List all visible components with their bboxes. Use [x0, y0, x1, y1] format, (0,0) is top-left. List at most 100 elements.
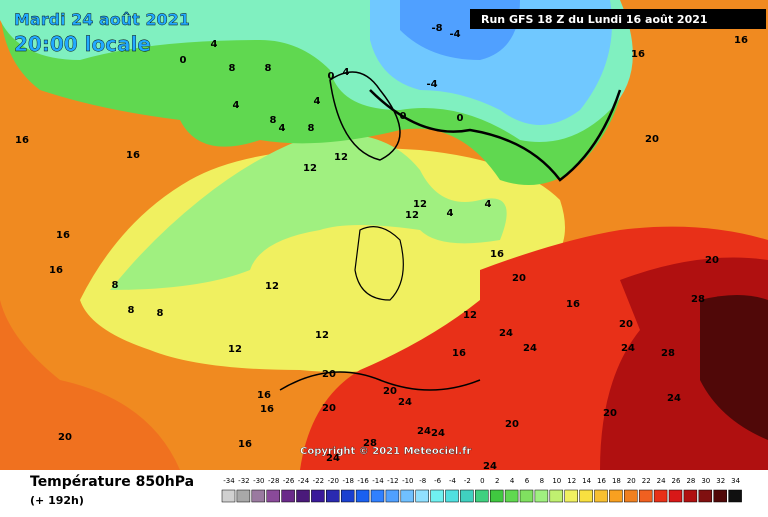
scale-swatch [236, 489, 251, 503]
contour-label: -4 [426, 79, 437, 90]
contour-label: 28 [661, 348, 675, 359]
contour-label: 20 [505, 419, 519, 430]
scale-label: 4 [510, 477, 515, 485]
contour-label: 0 [328, 71, 335, 82]
scale-swatch [609, 489, 623, 503]
scale-label: -28 [268, 477, 279, 485]
contour-label: 20 [383, 386, 397, 397]
contour-label: 4 [485, 199, 492, 210]
contour-label: 16 [452, 348, 466, 359]
contour-label: 24 [621, 343, 635, 354]
scale-swatch [549, 489, 564, 503]
scale-label: -6 [434, 477, 442, 485]
contour-label: 4 [314, 96, 321, 107]
time-label: 20:00 locale [14, 32, 151, 56]
contour-label: 20 [603, 408, 617, 419]
scale-swatch [326, 489, 340, 503]
contour-label: 20 [322, 369, 336, 380]
scale-swatch [713, 489, 727, 503]
contour-label: 0 [180, 55, 187, 66]
scale-label: -16 [357, 477, 369, 485]
scale-label: -22 [313, 477, 324, 485]
contour-label: 20 [322, 403, 336, 414]
contour-label: 12 [265, 281, 279, 292]
contour-label: 16 [126, 150, 140, 161]
scale-label: -8 [419, 477, 426, 485]
contour-label: 16 [49, 265, 63, 276]
contour-label: 12 [334, 152, 348, 163]
scale-swatch [400, 489, 415, 503]
scale-swatch [221, 489, 236, 503]
contour-label: 8 [308, 123, 315, 134]
lead-time: (+ 192h) [30, 494, 84, 507]
scale-label: 24 [657, 477, 666, 485]
contour-label: 24 [431, 428, 445, 439]
scale-swatch [504, 489, 519, 503]
scale-swatch [653, 489, 668, 503]
scale-label: 34 [731, 477, 740, 485]
contour-label: 8 [112, 280, 119, 291]
contour-label: 12 [463, 310, 477, 321]
contour-label: 28 [691, 294, 705, 305]
scale-swatch [519, 489, 534, 503]
scale-swatch [311, 489, 325, 503]
contour-label: 24 [499, 328, 513, 339]
contour-label: 8 [265, 63, 272, 74]
scale-label: -4 [449, 477, 457, 485]
contour-label: 0 [400, 111, 407, 122]
scale-label: 2 [495, 477, 499, 485]
contour-label: 24 [523, 343, 537, 354]
copyright: Copyright © 2021 Meteociel.fr [300, 446, 471, 457]
run-label: Run GFS 18 Z du Lundi 16 août 2021 [481, 13, 708, 26]
scale-swatch [489, 489, 504, 503]
contour-label: 8 [229, 63, 236, 74]
scale-label: -14 [372, 477, 384, 485]
scale-label: -32 [238, 477, 249, 485]
contour-label: 20 [58, 432, 72, 443]
scale-label: 20 [627, 477, 636, 485]
scale-label: 32 [716, 477, 725, 485]
scale-swatch [385, 489, 400, 503]
scale-label: 16 [597, 477, 606, 485]
scale-label: -10 [402, 477, 413, 485]
contour-label: 4 [447, 208, 454, 219]
contour-label: 16 [56, 230, 70, 241]
contour-label: 8 [157, 308, 164, 319]
contour-label: 16 [734, 35, 748, 46]
contour-label: 12 [315, 330, 329, 341]
scale-swatch [728, 489, 742, 503]
contour-label: 12 [405, 210, 419, 221]
contour-label: 28 [363, 438, 377, 449]
contour-label: 16 [260, 404, 274, 415]
contour-label: 0 [457, 113, 464, 124]
scale-label: 28 [686, 477, 695, 485]
contour-label: 4 [343, 67, 350, 78]
date-label: Mardi 24 août 2021 [14, 10, 190, 29]
contour-label: 16 [566, 299, 580, 310]
contour-label: 8 [270, 115, 277, 126]
scale-swatch [430, 489, 444, 503]
scale-label: 14 [582, 477, 591, 485]
contour-label: 4 [211, 39, 218, 50]
contour-label: 12 [228, 344, 242, 355]
scale-swatch [281, 489, 295, 503]
scale-label: -18 [342, 477, 353, 485]
scale-label: -30 [253, 477, 264, 485]
scale-swatch [564, 489, 578, 503]
scale-label: 0 [480, 477, 484, 485]
contour-label: 24 [326, 453, 340, 464]
contour-label: 24 [398, 397, 412, 408]
footer-title: Température 850hPa [30, 474, 194, 490]
contour-label: 8 [128, 305, 135, 316]
contour-label: 24 [667, 393, 681, 404]
contour-label: 20 [645, 134, 659, 145]
scale-label: -24 [298, 477, 310, 485]
contour-label: -4 [449, 29, 460, 40]
contour-label: 16 [490, 249, 504, 260]
contour-label: 24 [483, 461, 497, 472]
contour-label: 20 [619, 319, 633, 330]
scale-swatch [460, 489, 474, 503]
scale-swatch [534, 489, 549, 503]
